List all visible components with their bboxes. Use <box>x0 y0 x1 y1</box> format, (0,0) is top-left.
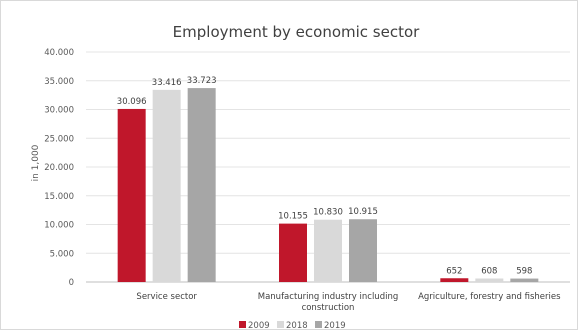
y-tick-label: 15.000 <box>44 192 74 202</box>
data-label: 10.830 <box>313 208 343 218</box>
bar-2009-1 <box>279 223 307 282</box>
data-label: 30.096 <box>117 97 147 107</box>
legend-swatch-2019 <box>315 321 322 328</box>
y-tick-label: 30.000 <box>44 106 74 116</box>
bar-2009-2 <box>440 278 469 282</box>
y-axis-label: in 1,000 <box>31 144 41 181</box>
category-label: Service sector <box>136 292 197 302</box>
y-tick-label: 40.000 <box>44 48 74 58</box>
data-label: 33.723 <box>187 76 217 86</box>
data-label: 608 <box>481 267 497 277</box>
y-tick-label: 25.000 <box>44 134 74 144</box>
bar-2018-2 <box>475 278 504 282</box>
data-label: 652 <box>446 266 462 276</box>
bar-2018-1 <box>314 219 342 282</box>
legend-label: 2009 <box>248 321 270 330</box>
data-labels: 30.096 33.416 33.723 10.155 10.830 10.915 652 6… <box>117 76 533 276</box>
bar-2009-0 <box>117 108 146 282</box>
y-tick-label: 5.000 <box>50 249 74 259</box>
category-label: Agriculture, forestry and fisheries <box>418 292 561 302</box>
bars <box>117 88 539 283</box>
y-tick-label: 20.000 <box>44 163 74 173</box>
y-axis-ticks: 0 5.000 10.000 15.000 20.000 25.000 30.000 35.0… <box>44 48 74 288</box>
category-labels: Service sector Manufacturing industry inc… <box>136 292 561 313</box>
legend-swatch-2009 <box>239 321 246 328</box>
category-label: Manufacturing industry including <box>258 292 398 302</box>
legend-label: 2018 <box>286 321 308 330</box>
data-label: 598 <box>516 267 532 277</box>
bar-2019-1 <box>349 219 377 282</box>
y-tick-label: 0 <box>69 278 74 288</box>
chart-title: Employment by economic sector <box>173 23 420 41</box>
bar-2018-0 <box>152 89 181 282</box>
bar-2019-2 <box>510 278 539 282</box>
data-label: 33.416 <box>152 78 182 88</box>
legend-swatch-2018 <box>277 321 284 328</box>
category-label: construction <box>302 303 355 313</box>
y-tick-label: 10.000 <box>44 221 74 231</box>
data-label: 10.155 <box>278 212 308 222</box>
legend-label: 2019 <box>324 321 346 330</box>
legend: 2009 2018 2019 <box>239 321 346 330</box>
y-tick-label: 35.000 <box>44 77 74 87</box>
bar-2019-0 <box>187 88 216 283</box>
data-label: 10.915 <box>348 207 378 217</box>
